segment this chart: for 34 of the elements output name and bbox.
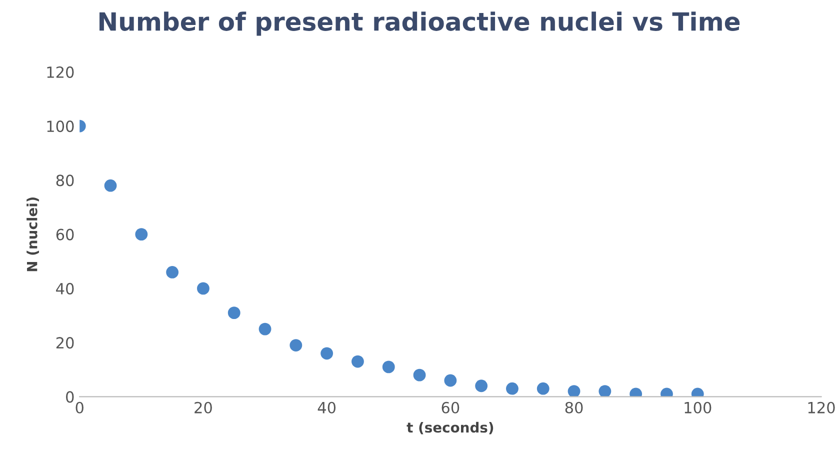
point bbox=[352, 355, 364, 368]
x-tick-label: 120 bbox=[808, 402, 835, 414]
y-tick-label: 80 bbox=[56, 174, 74, 186]
point bbox=[197, 282, 210, 295]
point bbox=[382, 360, 395, 374]
x-tick-label: 60 bbox=[442, 402, 460, 414]
x-tick-label: 20 bbox=[194, 402, 212, 414]
x-tick-label: 0 bbox=[76, 402, 84, 414]
point bbox=[568, 385, 580, 397]
point bbox=[104, 179, 117, 192]
y-tick-label: 60 bbox=[56, 228, 74, 240]
x-axis-title: t (seconds) bbox=[406, 422, 494, 434]
x-tick-label: 80 bbox=[565, 402, 583, 414]
point bbox=[598, 385, 612, 397]
y-tick-label: 20 bbox=[56, 337, 74, 349]
point bbox=[506, 382, 518, 395]
point bbox=[320, 347, 334, 360]
y-axis-title: N (nuclei) bbox=[26, 197, 39, 272]
point bbox=[536, 382, 550, 395]
y-tick-label: 40 bbox=[56, 282, 74, 294]
point bbox=[413, 368, 426, 382]
y-tick-label: 100 bbox=[47, 120, 74, 132]
x-tick-label: 100 bbox=[684, 402, 712, 414]
point bbox=[228, 306, 240, 320]
point bbox=[258, 322, 272, 336]
point bbox=[475, 380, 488, 392]
chart-title: Number of present radioactive nuclei vs Time bbox=[99, 12, 740, 36]
point bbox=[135, 228, 148, 241]
point bbox=[444, 374, 457, 387]
y-tick-label: 120 bbox=[47, 66, 74, 78]
x-tick-label: 40 bbox=[318, 402, 336, 414]
y-tick-label: 0 bbox=[66, 391, 74, 403]
point bbox=[166, 266, 179, 278]
point bbox=[290, 339, 302, 352]
